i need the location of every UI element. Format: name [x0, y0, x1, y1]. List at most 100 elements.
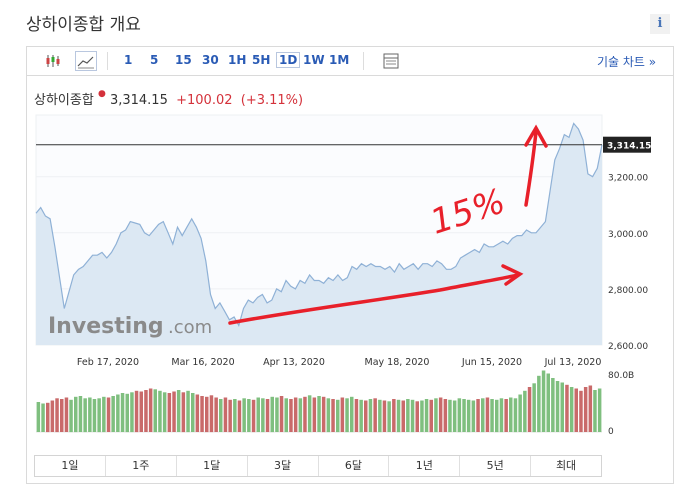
range-3mo[interactable]: 3달 — [248, 456, 319, 476]
up-arrowhead — [524, 124, 548, 148]
range-1d[interactable]: 1일 — [35, 456, 106, 476]
y-tick-label: 2,800.00 — [608, 286, 648, 296]
volume-bar — [46, 402, 50, 433]
volume-bar — [237, 400, 242, 432]
price-line — [35, 122, 603, 327]
volume-bar — [153, 389, 157, 433]
volume-bar — [513, 398, 518, 433]
volume-bar — [438, 397, 443, 432]
volume-bar — [251, 399, 256, 433]
volume-bar — [148, 388, 153, 432]
range-1mo[interactable]: 1달 — [177, 456, 248, 476]
volume-bar — [242, 398, 246, 433]
volume-bar — [410, 399, 415, 433]
volume-bar — [541, 370, 546, 432]
volume-bar — [476, 399, 480, 432]
volume-bar — [83, 398, 87, 433]
interval-5[interactable]: 5 — [150, 53, 159, 67]
volume-bar — [106, 397, 111, 432]
interval-1[interactable]: 1 — [124, 53, 133, 67]
volume-bar — [420, 400, 424, 432]
table-view-icon[interactable] — [383, 53, 399, 69]
volume-bar — [331, 399, 335, 432]
volume-bar — [462, 399, 466, 432]
volume-bar — [457, 398, 462, 433]
interval-1d[interactable]: 1D — [276, 52, 301, 68]
interval-30[interactable]: 30 — [202, 53, 219, 67]
volume-bar — [205, 396, 209, 433]
volume-bar — [158, 390, 162, 433]
candlestick-chart-icon[interactable] — [45, 53, 61, 69]
last-price: 3,314.15 — [109, 93, 168, 108]
volume-bar — [382, 400, 387, 432]
price-chart[interactable]: Investing .com 3,200.00 3,000.00 2,800.00 2… — [0, 0, 683, 455]
volume-bar — [443, 399, 448, 432]
interval-15[interactable]: 15 — [175, 53, 192, 67]
volume-bar — [378, 399, 382, 433]
volume-bar — [321, 396, 326, 433]
volume-bar — [569, 387, 574, 432]
volume-bar — [195, 394, 200, 432]
toolbar-divider — [107, 52, 108, 70]
volume-bar — [373, 398, 377, 433]
page-title: 상하이종합 개요 — [26, 15, 141, 35]
interval-1m[interactable]: 1M — [329, 53, 350, 67]
interval-1h[interactable]: 1H — [228, 53, 247, 67]
volume-bar — [312, 397, 317, 432]
volume-bar — [504, 399, 508, 432]
x-tick-label: Apr 13, 2020 — [263, 357, 325, 368]
range-5y[interactable]: 5년 — [460, 456, 532, 476]
up-arrow — [524, 130, 538, 207]
volume-bar — [223, 397, 228, 432]
volume-bar — [434, 398, 438, 433]
volume-bar — [200, 396, 204, 432]
area-chart-button[interactable] — [75, 51, 97, 71]
volume-bar — [448, 399, 452, 433]
investing-watermark: Investing .com — [48, 314, 212, 339]
volume-bar — [364, 400, 368, 432]
x-tick-label: Mar 16, 2020 — [171, 357, 234, 368]
volume-bar — [92, 399, 97, 432]
volume-bars — [36, 370, 602, 433]
interval-1w[interactable]: 1W — [303, 53, 325, 67]
volume-bar — [485, 397, 490, 432]
tech-chart-link[interactable]: 기술 차트 » — [597, 55, 657, 69]
volume-bar — [134, 390, 139, 433]
last-price-label: 3,314.15 — [603, 136, 651, 153]
volume-bar — [345, 398, 349, 433]
volume-bar — [326, 398, 331, 433]
x-tick-label: Jul 13, 2020 — [544, 357, 602, 368]
interval-5h[interactable]: 5H — [252, 53, 271, 67]
range-1w[interactable]: 1주 — [106, 456, 177, 476]
volume-bar — [74, 396, 78, 433]
volume-bar — [532, 383, 536, 433]
x-tick-label: Jun 15, 2020 — [461, 357, 522, 368]
volume-bar — [401, 400, 405, 432]
volume-bar — [78, 396, 83, 432]
volume-bar — [209, 395, 214, 433]
price-area — [36, 123, 602, 346]
watermark-brand: Investing — [48, 314, 164, 339]
volume-bar — [50, 400, 55, 432]
down-arrow-icon: ● — [97, 89, 106, 99]
volume-bar — [120, 393, 125, 432]
last-price-badge-text: 3,314.15 — [607, 142, 651, 152]
range-6mo[interactable]: 6달 — [319, 456, 390, 476]
info-icon[interactable]: i — [650, 14, 670, 34]
volume-bar — [368, 399, 373, 432]
volume-bar — [64, 397, 69, 432]
volume-bar — [392, 399, 396, 432]
range-max[interactable]: 최대 — [555, 459, 577, 472]
volume-bar — [415, 401, 419, 432]
last-price-badge — [603, 136, 651, 153]
range-1y[interactable]: 1년 — [389, 456, 461, 476]
chart-panel — [26, 76, 674, 484]
volume-bar — [284, 398, 288, 433]
volume-bar — [396, 399, 401, 433]
volume-bar — [228, 399, 232, 433]
volume-bar — [518, 394, 522, 432]
volume-bar — [495, 399, 499, 433]
volume-bar — [424, 399, 429, 432]
volume-bar — [359, 399, 363, 433]
volume-bar — [350, 396, 354, 433]
